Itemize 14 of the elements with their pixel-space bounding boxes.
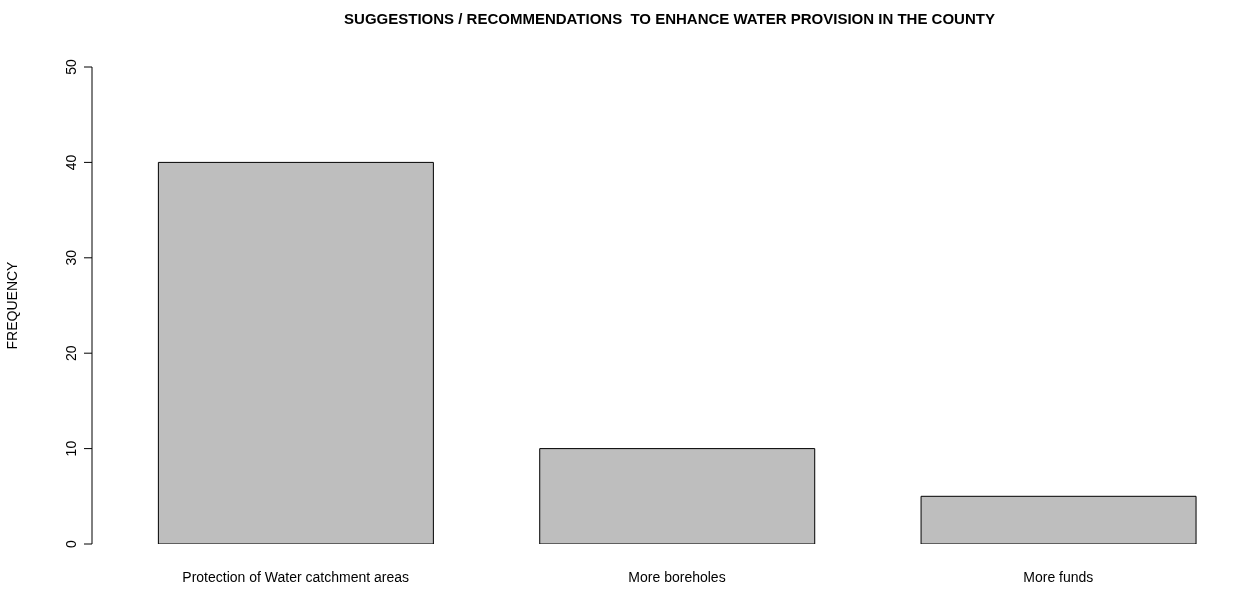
y-tick-label: 20 <box>63 345 79 361</box>
y-axis-title: FREQUENCY <box>3 260 20 350</box>
bar <box>539 448 816 544</box>
x-tick-label: More boreholes <box>628 568 726 585</box>
chart-title: SUGGESTIONS / RECOMMENDATIONS TO ENHANCE WATER PROVISION IN THE COUNTY <box>343 10 996 27</box>
bar <box>157 161 434 544</box>
y-tick-label: 40 <box>63 154 79 171</box>
y-tick-label: 10 <box>63 440 79 457</box>
bar <box>920 495 1197 544</box>
x-tick-label: More funds <box>1023 568 1094 585</box>
y-tick-label: 0 <box>63 539 79 548</box>
y-tick-label: 50 <box>63 59 79 75</box>
y-tick-label: 30 <box>63 249 79 266</box>
x-tick-label: Protection of Water catchment areas <box>182 568 410 585</box>
